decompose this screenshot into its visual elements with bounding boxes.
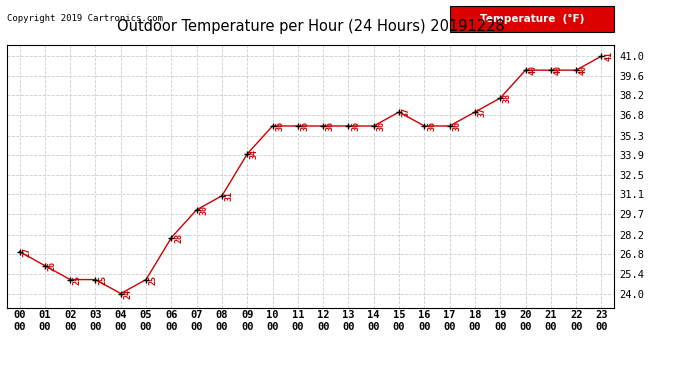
Text: 37: 37 xyxy=(402,107,411,117)
Text: 37: 37 xyxy=(477,107,486,117)
Text: 26: 26 xyxy=(48,261,57,271)
Text: 34: 34 xyxy=(250,149,259,159)
Text: 38: 38 xyxy=(503,93,512,103)
Text: 25: 25 xyxy=(98,274,107,285)
Text: 25: 25 xyxy=(149,274,158,285)
Text: 36: 36 xyxy=(275,121,284,131)
Text: 40: 40 xyxy=(529,65,538,75)
Text: 31: 31 xyxy=(225,191,234,201)
Text: 36: 36 xyxy=(453,121,462,131)
Text: 25: 25 xyxy=(73,274,82,285)
Text: 28: 28 xyxy=(174,232,183,243)
FancyBboxPatch shape xyxy=(450,6,614,32)
Text: 40: 40 xyxy=(579,65,588,75)
Text: Outdoor Temperature per Hour (24 Hours) 20191228: Outdoor Temperature per Hour (24 Hours) … xyxy=(117,19,504,34)
Text: 24: 24 xyxy=(124,288,132,298)
Text: Temperature  (°F): Temperature (°F) xyxy=(480,14,584,24)
Text: 30: 30 xyxy=(199,205,208,215)
Text: 36: 36 xyxy=(351,121,360,131)
Text: 41: 41 xyxy=(604,51,613,61)
Text: Copyright 2019 Cartronics.com: Copyright 2019 Cartronics.com xyxy=(7,13,163,22)
Text: 36: 36 xyxy=(326,121,335,131)
Text: 27: 27 xyxy=(22,247,31,256)
Text: 36: 36 xyxy=(427,121,436,131)
Text: 40: 40 xyxy=(553,65,562,75)
Text: 36: 36 xyxy=(301,121,310,131)
Text: 36: 36 xyxy=(377,121,386,131)
